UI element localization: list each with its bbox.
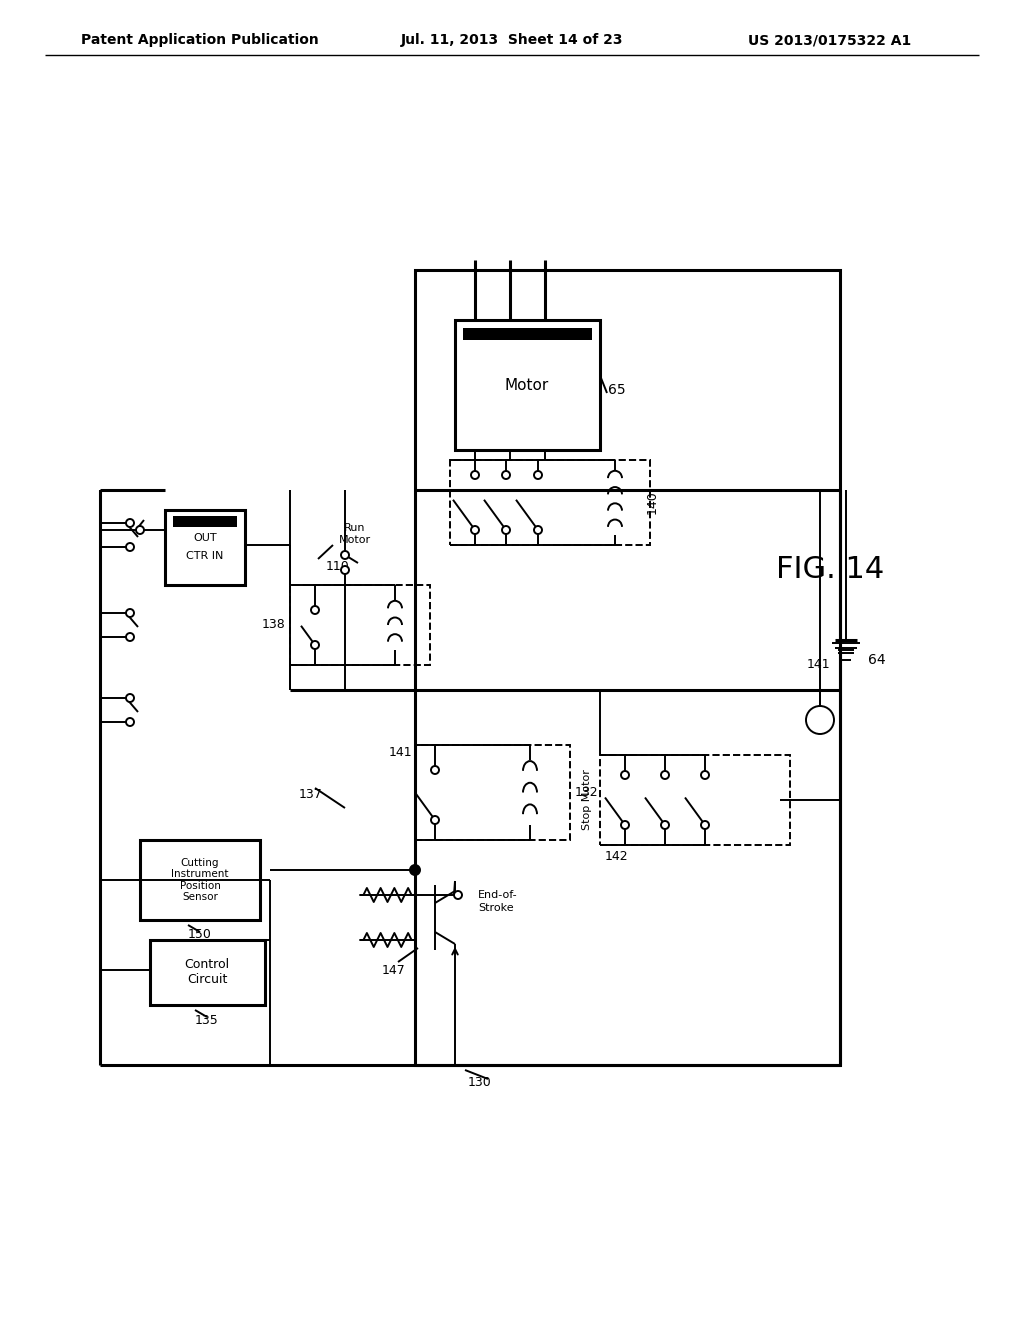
Text: 137: 137 [298,788,322,801]
Text: 140: 140 [645,490,658,513]
Text: 65: 65 [608,383,626,397]
Circle shape [126,609,134,616]
Bar [415,271,840,1065]
Text: OUT: OUT [194,533,217,543]
Circle shape [431,766,439,774]
Circle shape [126,519,134,527]
Circle shape [534,525,542,535]
Circle shape [534,471,542,479]
Text: 138: 138 [261,619,285,631]
Bar [150,940,265,1005]
Circle shape [126,718,134,726]
Circle shape [126,634,134,642]
Circle shape [431,816,439,824]
Circle shape [471,471,479,479]
Circle shape [311,642,319,649]
Text: Stroke: Stroke [478,903,514,913]
Bar [463,327,592,341]
Circle shape [454,891,462,899]
Circle shape [410,865,420,875]
Text: 135: 135 [196,1014,219,1027]
Text: 132: 132 [575,785,599,799]
Circle shape [471,525,479,535]
Text: 141: 141 [388,747,412,759]
Text: 150: 150 [188,928,212,941]
Bar [290,585,430,665]
Bar [600,755,790,845]
Text: 142: 142 [605,850,629,863]
Text: Run: Run [344,523,366,533]
Circle shape [621,771,629,779]
Text: Motor: Motor [339,535,371,545]
Circle shape [502,471,510,479]
Text: Patent Application Publication: Patent Application Publication [81,33,318,48]
Bar [140,840,260,920]
Circle shape [341,550,349,558]
Text: 141: 141 [806,659,830,672]
Circle shape [311,606,319,614]
Circle shape [502,525,510,535]
Bar [173,516,237,527]
Circle shape [621,821,629,829]
Circle shape [341,566,349,574]
Bar [415,744,570,840]
Circle shape [806,706,834,734]
Bar [455,319,600,450]
Text: 64: 64 [868,653,886,667]
Text: Motor: Motor [505,378,549,392]
Text: Cutting
Instrument
Position
Sensor: Cutting Instrument Position Sensor [171,858,228,903]
Text: 130: 130 [468,1077,492,1089]
Text: US 2013/0175322 A1: US 2013/0175322 A1 [749,33,911,48]
Circle shape [126,694,134,702]
Circle shape [701,771,709,779]
Bar [450,459,650,545]
Text: Stop Motor: Stop Motor [582,770,592,830]
Text: CTR IN: CTR IN [186,550,223,561]
Circle shape [136,525,144,535]
Circle shape [662,771,669,779]
Bar [165,510,245,585]
Circle shape [126,543,134,550]
Text: End-of-: End-of- [478,890,517,900]
Text: 147: 147 [381,964,406,977]
Text: Control
Circuit: Control Circuit [184,958,229,986]
Text: Jul. 11, 2013  Sheet 14 of 23: Jul. 11, 2013 Sheet 14 of 23 [400,33,624,48]
Text: 110: 110 [326,561,350,573]
Circle shape [701,821,709,829]
Circle shape [662,821,669,829]
Text: FIG. 14: FIG. 14 [776,556,884,585]
